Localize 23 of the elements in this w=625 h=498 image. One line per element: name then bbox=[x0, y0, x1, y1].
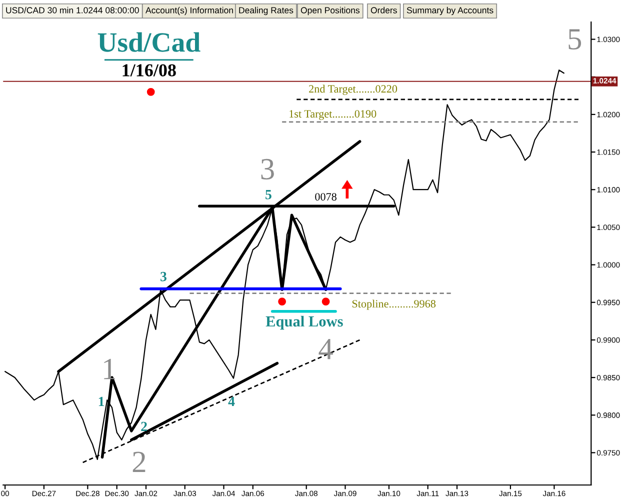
annotation: 2 bbox=[141, 422, 147, 432]
annotation: 1 bbox=[104, 358, 115, 380]
annotation: 2 bbox=[132, 452, 146, 472]
text: 1/16/08 bbox=[122, 64, 176, 76]
chart-title: Usd/Cad bbox=[98, 32, 200, 52]
annotation: 1 bbox=[98, 396, 104, 406]
annotation: 1st Target........0190 bbox=[290, 110, 376, 120]
text: Orders bbox=[370, 6, 397, 14]
annotation: Equal Lows bbox=[266, 316, 343, 330]
text: Open Positions bbox=[300, 6, 360, 16]
annotation: 0078 bbox=[315, 193, 336, 201]
text: Summary by Accounts bbox=[406, 6, 494, 16]
text: USD/CAD 30 min 1.0244 08:00:00 bbox=[6, 6, 139, 14]
annotation: 2nd Target.......0220 bbox=[309, 84, 398, 95]
text: Account(s) Information bbox=[146, 6, 233, 16]
annotation: 3 bbox=[261, 158, 274, 180]
annotation: 5 bbox=[266, 190, 272, 200]
annotation: 3 bbox=[160, 272, 166, 282]
annotation: Stopline.........9968 bbox=[352, 300, 436, 310]
annotation: 4 bbox=[318, 338, 333, 360]
text: Dealing Rates bbox=[239, 6, 294, 16]
annotation: 5 bbox=[568, 29, 582, 50]
annotation: 4 bbox=[228, 396, 235, 406]
